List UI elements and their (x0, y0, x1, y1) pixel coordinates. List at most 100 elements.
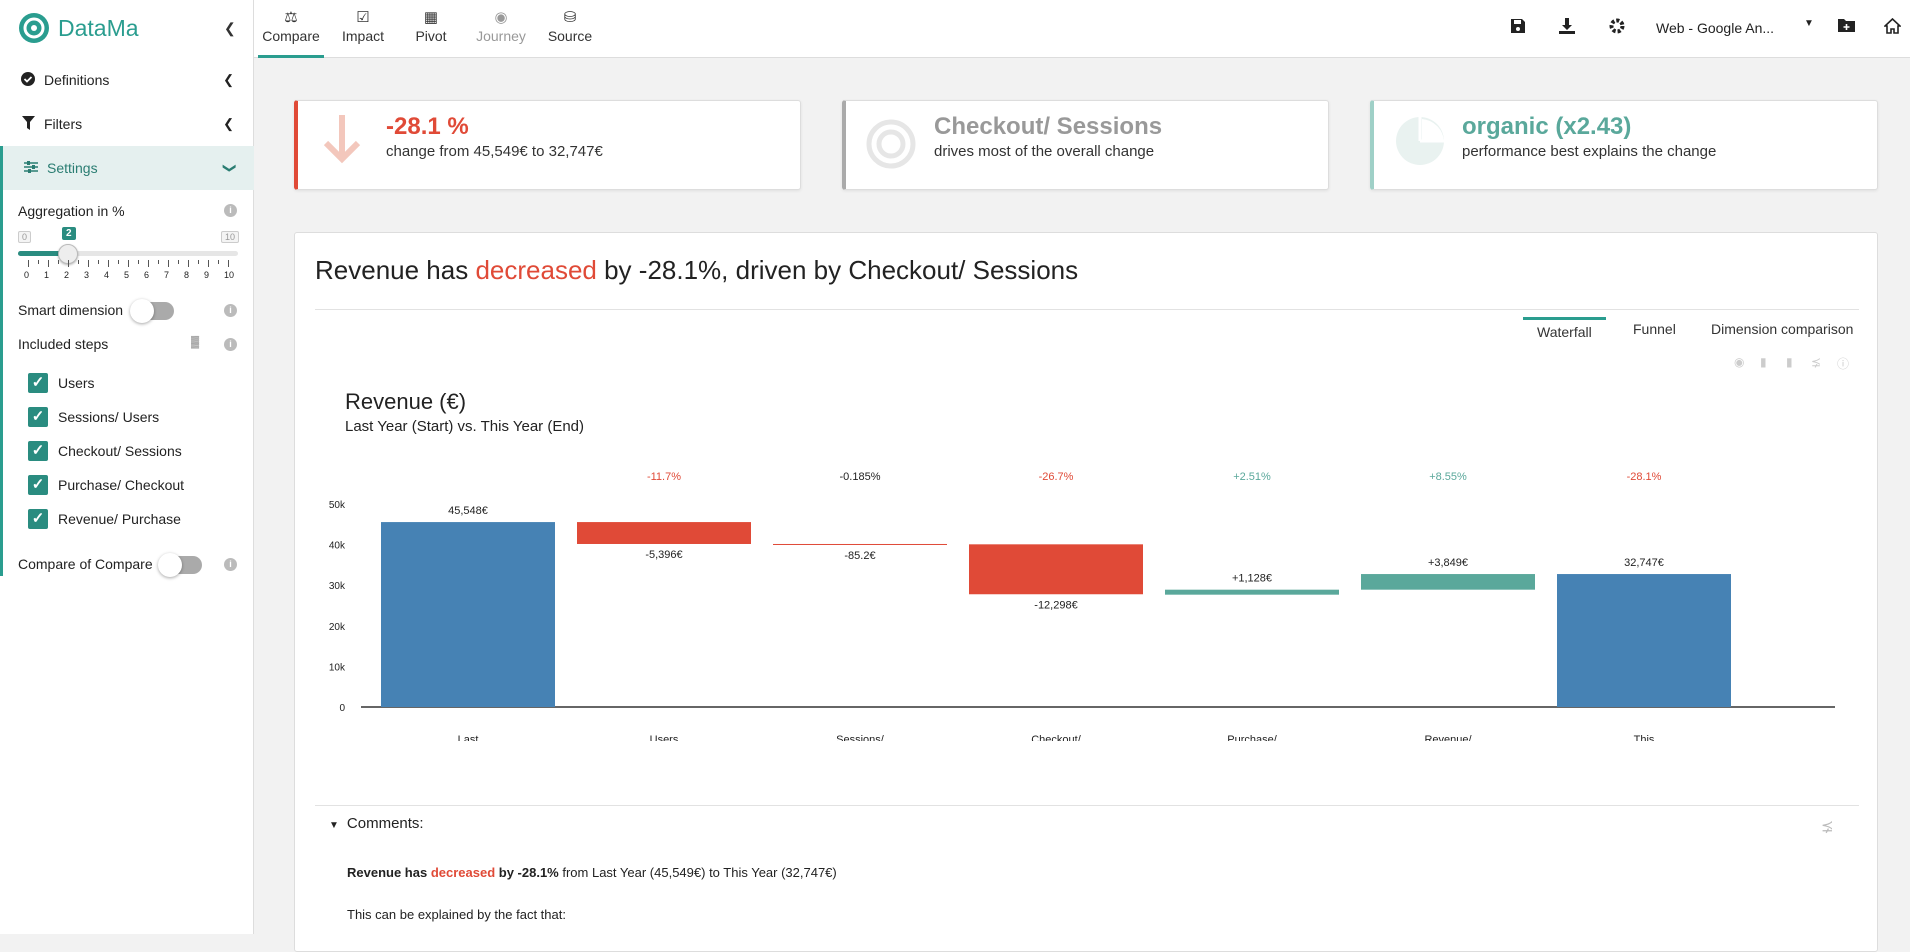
step-checkbox[interactable]: ✓ Sessions/ Users (28, 407, 159, 427)
bar-value-label: 45,548€ (448, 505, 488, 517)
checkbox-checked-icon[interactable]: ✓ (28, 509, 48, 529)
checkbox-icon: ☑ (356, 9, 370, 26)
waterfall-bar (1165, 589, 1339, 595)
tab-compare[interactable]: ⚖ Compare (258, 0, 324, 58)
slider-tick (48, 260, 49, 267)
slider-tick-label: 3 (84, 270, 90, 280)
included-steps-label: Included steps (18, 336, 109, 352)
slider-tick (148, 260, 149, 267)
tab-impact[interactable]: ☑ Impact (332, 0, 394, 58)
checkbox-checked-icon[interactable]: ✓ (28, 475, 48, 495)
share-icon[interactable]: ⪱ (1821, 818, 1834, 835)
pie-icon (1396, 117, 1444, 165)
slider-tick-label: 10 (224, 270, 235, 280)
y-tick-label: 30k (329, 581, 346, 592)
info-icon[interactable]: i (224, 558, 237, 571)
tab-pivot[interactable]: ▦ Pivot (402, 0, 460, 58)
slider-tick (168, 260, 169, 267)
section-filters[interactable]: Filters ❮ (0, 102, 254, 146)
folder-plus-icon[interactable] (1838, 18, 1855, 37)
chevron-left-icon: ❮ (223, 116, 234, 131)
section-settings[interactable]: Settings ❮ (0, 146, 254, 190)
step-checkbox[interactable]: ✓ Users (28, 373, 95, 393)
checkbox-checked-icon[interactable]: ✓ (28, 373, 48, 393)
checkbox-checked-icon[interactable]: ✓ (28, 407, 48, 427)
slider-tick-label: 0 (24, 270, 30, 280)
info-icon[interactable]: i (224, 204, 237, 217)
step-checkbox[interactable]: ✓ Purchase/ Checkout (28, 475, 184, 495)
bar-value-label: +3,849€ (1428, 557, 1468, 569)
x-category-label: This (1634, 734, 1655, 741)
collapse-sidebar-icon[interactable]: ❮ (224, 20, 236, 36)
slider-max: 10 (221, 231, 240, 243)
table-icon: ▦ (423, 9, 439, 26)
camera-icon[interactable]: ◉ (1734, 355, 1745, 369)
x-category-label: Sessions/ (836, 734, 885, 741)
x-category-label: Purchase/ (1227, 734, 1277, 741)
slider-tick-label: 6 (144, 270, 150, 280)
step-percent-label: -0.185% (840, 471, 881, 483)
smart-dimension-toggle[interactable] (130, 299, 174, 323)
waterfall-bar (1557, 574, 1731, 707)
tab-journey[interactable]: ◉ Journey (466, 0, 536, 58)
slider-minor-tick (178, 260, 179, 264)
tab-funnel[interactable]: Funnel (1633, 321, 1676, 337)
divider (315, 805, 1859, 806)
y-tick-label: 20k (329, 622, 346, 633)
tab-source[interactable]: ⛁ Source (540, 0, 600, 58)
section-definitions[interactable]: Definitions ❮ (0, 58, 254, 102)
compare-of-compare-label: Compare of Compare (18, 556, 153, 572)
info-icon[interactable]: i (224, 338, 237, 351)
bar-value-label: -85.2€ (844, 550, 875, 562)
section-label: Filters (44, 116, 83, 132)
arrow-down-icon (323, 115, 361, 164)
caret-down-icon[interactable]: ▼ (1804, 18, 1814, 29)
slider-tick (188, 260, 189, 267)
chevron-down-icon: ❮ (220, 162, 236, 174)
home-icon[interactable] (1882, 17, 1903, 39)
card-value: organic (x2.43) (1462, 113, 1632, 140)
section-label: Definitions (44, 72, 110, 88)
slider-track (18, 251, 238, 256)
tab-waterfall[interactable]: Waterfall (1523, 317, 1606, 349)
info-icon[interactable]: i (224, 304, 237, 317)
file-icon[interactable]: ▮ (1760, 355, 1767, 369)
step-checkbox[interactable]: ✓ Checkout/ Sessions (28, 441, 182, 461)
step-label: Checkout/ Sessions (58, 443, 182, 459)
bar-chart-icon[interactable]: ▓ (191, 336, 200, 348)
logo[interactable]: DataMa (18, 12, 139, 44)
tab-dimension-comparison[interactable]: Dimension comparison (1711, 321, 1854, 337)
excel-icon[interactable]: ▮ (1786, 355, 1793, 369)
headline: Revenue has decreased by -28.1%, driven … (315, 255, 1079, 285)
check-circle-icon (18, 71, 38, 89)
comments-toggle[interactable]: ▼ Comments: (329, 815, 424, 832)
settings-accent-bar (0, 146, 3, 576)
info-icon[interactable]: ⓘ (1837, 357, 1850, 371)
slider-value: 2 (62, 227, 76, 240)
slider-tick (228, 260, 229, 267)
step-checkbox[interactable]: ✓ Revenue/ Purchase (28, 509, 181, 529)
slider-tick-label: 7 (164, 270, 170, 280)
x-category-label: Last (458, 734, 479, 741)
slider-tick (208, 260, 209, 267)
app-name: DataMa (58, 14, 139, 41)
datasource-select[interactable]: Web - Google An... (1656, 20, 1775, 36)
summary-card-dimension: organic (x2.43) performance best explain… (1370, 100, 1878, 190)
step-label: Sessions/ Users (58, 409, 160, 425)
card-value: Checkout/ Sessions (934, 113, 1163, 140)
checkbox-checked-icon[interactable]: ✓ (28, 441, 48, 461)
aggregation-label: Aggregation in % (18, 203, 125, 219)
share-icon[interactable]: ⪱ (1811, 355, 1822, 369)
chart-subtitle: Last Year (Start) vs. This Year (End) (345, 418, 584, 435)
save-icon[interactable] (1510, 18, 1526, 39)
download-icon[interactable] (1559, 18, 1575, 39)
waterfall-bar (773, 543, 947, 545)
slider-minor-tick (218, 260, 219, 264)
summary-card-change: -28.1 % change from 45,549€ to 32,747€ (294, 100, 801, 190)
caret-down-icon: ▼ (329, 820, 339, 831)
waterfall-bar (381, 522, 555, 707)
gear-icon[interactable] (1609, 18, 1625, 39)
slider-tick (108, 260, 109, 267)
compare-of-compare-toggle[interactable] (158, 553, 202, 577)
slider-tick-label: 1 (44, 270, 50, 280)
